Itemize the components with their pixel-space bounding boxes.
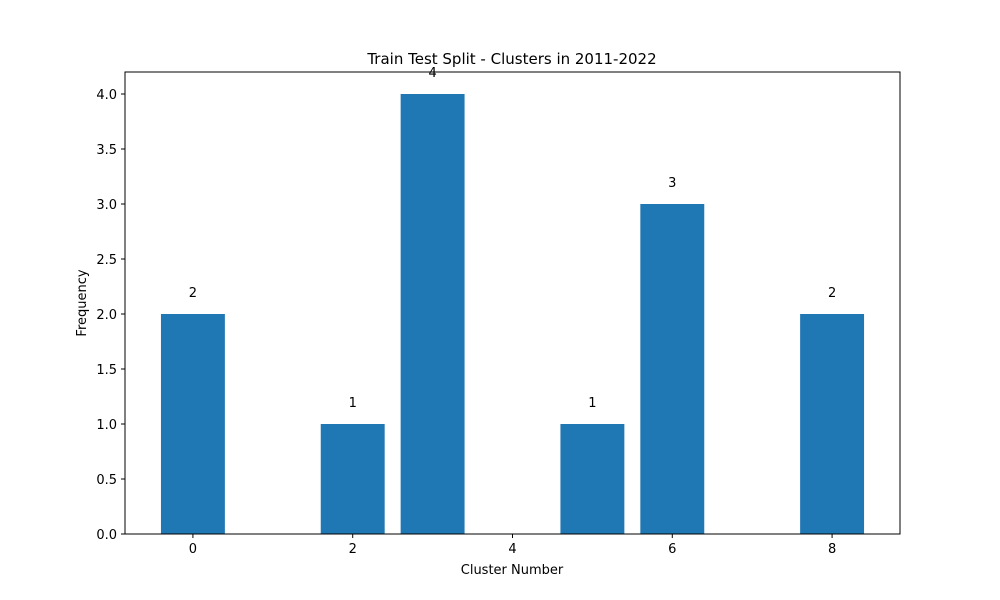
y-tick-label: 4.0 [96,88,117,103]
bar [640,204,705,534]
y-tick-label: 0.5 [96,473,117,488]
y-tick-label: 3.5 [96,143,117,158]
bar [160,314,225,534]
y-axis: 0.0 0.5 1.0 1.5 2.0 2.5 3.0 3.5 4.0 [96,88,125,543]
x-axis: 0 2 4 6 8 [189,534,836,557]
y-axis-label: Frequency [75,269,90,336]
y-tick-label: 2.0 [96,308,117,323]
bar-value-label: 3 [668,176,676,191]
bar [400,94,465,534]
bar-value-label: 4 [428,66,436,81]
y-tick-label: 2.5 [96,253,117,268]
x-tick-label: 2 [349,542,357,557]
bar-value-label: 2 [828,286,836,301]
bar [800,314,865,534]
y-tick-label: 1.5 [96,363,117,378]
y-tick-label: 1.0 [96,418,117,433]
chart-title: Train Test Split - Clusters in 2011-2022 [366,50,656,68]
bar-value-label: 1 [588,396,596,411]
plot-frame [124,71,901,535]
bar-labels-group: 2 1 4 1 3 2 [189,66,836,411]
bar-value-label: 2 [189,286,197,301]
x-tick-label: 4 [508,542,516,557]
bar-value-label: 1 [349,396,357,411]
x-tick-label: 6 [668,542,676,557]
bar [560,424,625,534]
bar [320,424,385,534]
y-tick-label: 0.0 [96,528,117,543]
x-axis-label: Cluster Number [461,563,564,578]
x-tick-label: 0 [189,542,197,557]
bars-group [160,94,865,534]
x-tick-label: 8 [828,542,836,557]
y-tick-label: 3.0 [96,198,117,213]
